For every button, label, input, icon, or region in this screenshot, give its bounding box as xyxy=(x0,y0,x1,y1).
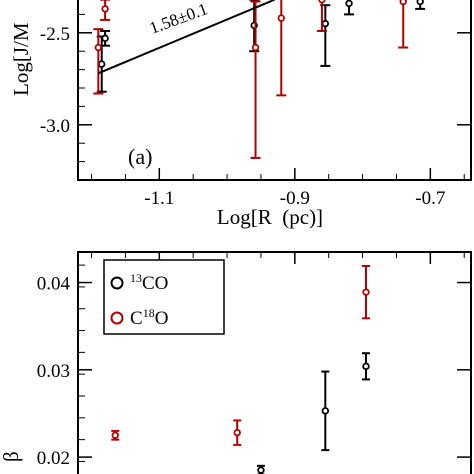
data-point xyxy=(101,34,109,43)
legend-c18o-pre: C xyxy=(130,308,143,329)
data-point xyxy=(251,43,260,52)
data-point xyxy=(321,407,330,415)
data-point xyxy=(362,362,370,371)
panel-label-a: (a) xyxy=(128,144,152,169)
legend-c18o-sup: 18 xyxy=(143,306,155,320)
data-point xyxy=(345,0,353,8)
panel-a-ticks: -1.1 -0.9 -0.7 -2.5 -3.0 xyxy=(40,13,471,209)
panel-b-frame xyxy=(77,251,472,474)
y-tick-label-b: 0.03 xyxy=(37,361,70,382)
x-tick-label-a: -1.1 xyxy=(144,188,174,209)
legend-label-c18o: C18O xyxy=(130,306,168,329)
data-point xyxy=(101,5,109,13)
data-point xyxy=(399,0,407,6)
y-axis-title-b: β xyxy=(0,451,23,462)
legend-label-13co: 13CO xyxy=(130,271,168,294)
y-tick-label-b: 0.04 xyxy=(37,274,71,295)
data-point xyxy=(416,0,424,6)
legend-marker-13co xyxy=(110,276,124,290)
x-tick-label-a: -0.9 xyxy=(280,188,310,209)
data-point xyxy=(98,60,106,68)
panel-a-data xyxy=(93,0,426,159)
x-tick-label-a: -0.7 xyxy=(415,188,445,209)
fit-label: 1.58±0.1 xyxy=(147,0,210,38)
data-point xyxy=(362,288,370,296)
data-point xyxy=(94,43,103,52)
legend-box xyxy=(103,259,225,335)
data-point xyxy=(233,428,241,437)
fit-line xyxy=(97,0,275,75)
legend-13co-base: CO xyxy=(142,273,168,294)
data-point xyxy=(318,0,326,4)
panel-b-data xyxy=(111,264,370,474)
data-point xyxy=(277,14,285,22)
data-point xyxy=(257,466,265,474)
legend-13co-sup: 13 xyxy=(130,271,142,285)
y-axis-title-a: Log[J/M xyxy=(9,22,33,96)
data-point xyxy=(111,431,119,439)
panel-b-ticks: 0.04 0.03 0.02 xyxy=(37,252,471,469)
legend: 13CO C18O xyxy=(110,271,168,329)
panel-a: -1.1 -0.9 -0.7 -2.5 -3.0 1.58±0.1 (a) Log[J/… xyxy=(9,0,472,229)
panel-b: 0.040.030.02 13CO C18O β xyxy=(0,251,472,474)
y-tick-label-a: -3.0 xyxy=(40,116,70,137)
x-axis-title-a: Log[R (pc)] xyxy=(217,205,323,229)
data-point xyxy=(321,19,330,28)
legend-marker-c18o xyxy=(110,311,124,325)
legend-c18o-base: O xyxy=(155,308,169,329)
y-tick-label-a: -2.5 xyxy=(40,24,70,45)
y-tick-label-b: 0.02 xyxy=(37,448,70,469)
